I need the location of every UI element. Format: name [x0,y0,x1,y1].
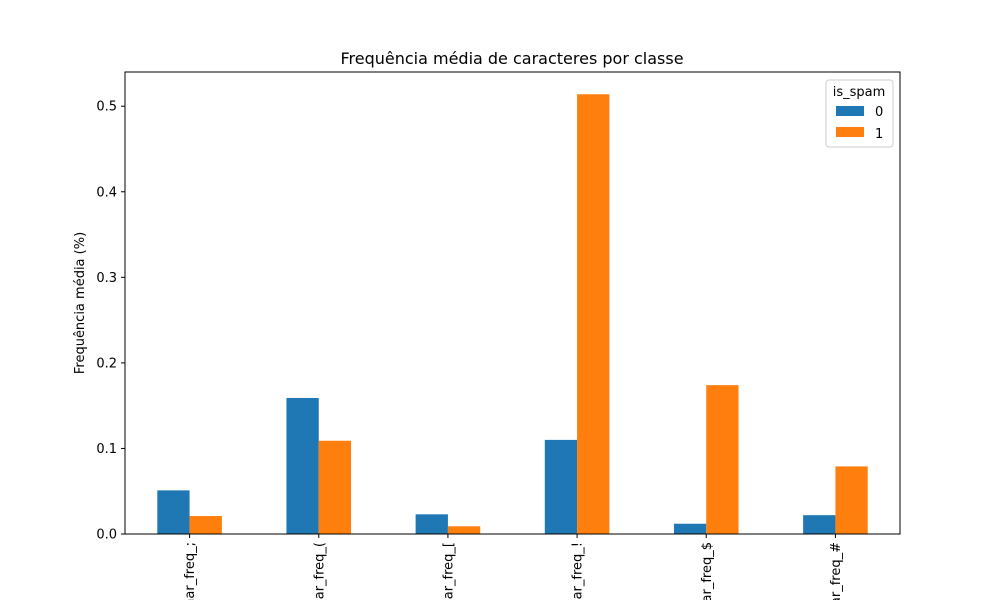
y-tick-label: 0.1 [96,442,117,457]
legend-label-series-1: 1 [875,127,883,142]
plot-frame [124,71,901,535]
legend: is_spam 0 1 [825,79,894,148]
x-tick-label: char_freq_$ [700,542,715,600]
x-tick-label: char_freq_[ [441,542,456,600]
y-tick-label: 0.4 [96,185,117,200]
plot-area: 0.0 0.1 0.2 0.3 0.4 0.5 char_freq_; char_freq_(… [96,94,868,600]
bar-series-1-0 [189,516,222,534]
bar-series-1-4 [706,385,739,534]
legend-swatch-series-1 [836,127,864,137]
y-tick-label: 0.2 [96,356,117,371]
y-tick-label: 0.0 [96,528,117,543]
bar-series-1-2 [447,526,481,534]
legend-label-series-0: 0 [875,105,883,120]
x-tick-label: char_freq_# [829,542,844,600]
bar-series-0-4 [673,523,707,534]
chart-title: Frequência média de caracteres por class… [340,49,683,68]
y-tick-label: 0.3 [96,271,117,286]
bar-series-1-1 [318,440,352,534]
bar-series-1-3 [577,94,610,534]
legend-title: is_spam [833,85,886,100]
x-tick-label: char_freq_; [183,542,198,600]
bar-series-0-5 [803,515,836,534]
bar-series-0-3 [544,439,578,534]
legend-swatch-series-0 [836,106,864,116]
y-axis-label: Frequência média (%) [73,232,88,374]
x-tick-label: char_freq_( [312,542,327,600]
y-tick-label: 0.5 [96,100,117,115]
bar-series-0-2 [415,514,448,534]
bar-series-0-1 [286,397,319,534]
bar-series-1-5 [835,466,868,534]
bar-series-0-0 [157,490,190,534]
x-tick-label: char_freq_! [571,542,586,600]
